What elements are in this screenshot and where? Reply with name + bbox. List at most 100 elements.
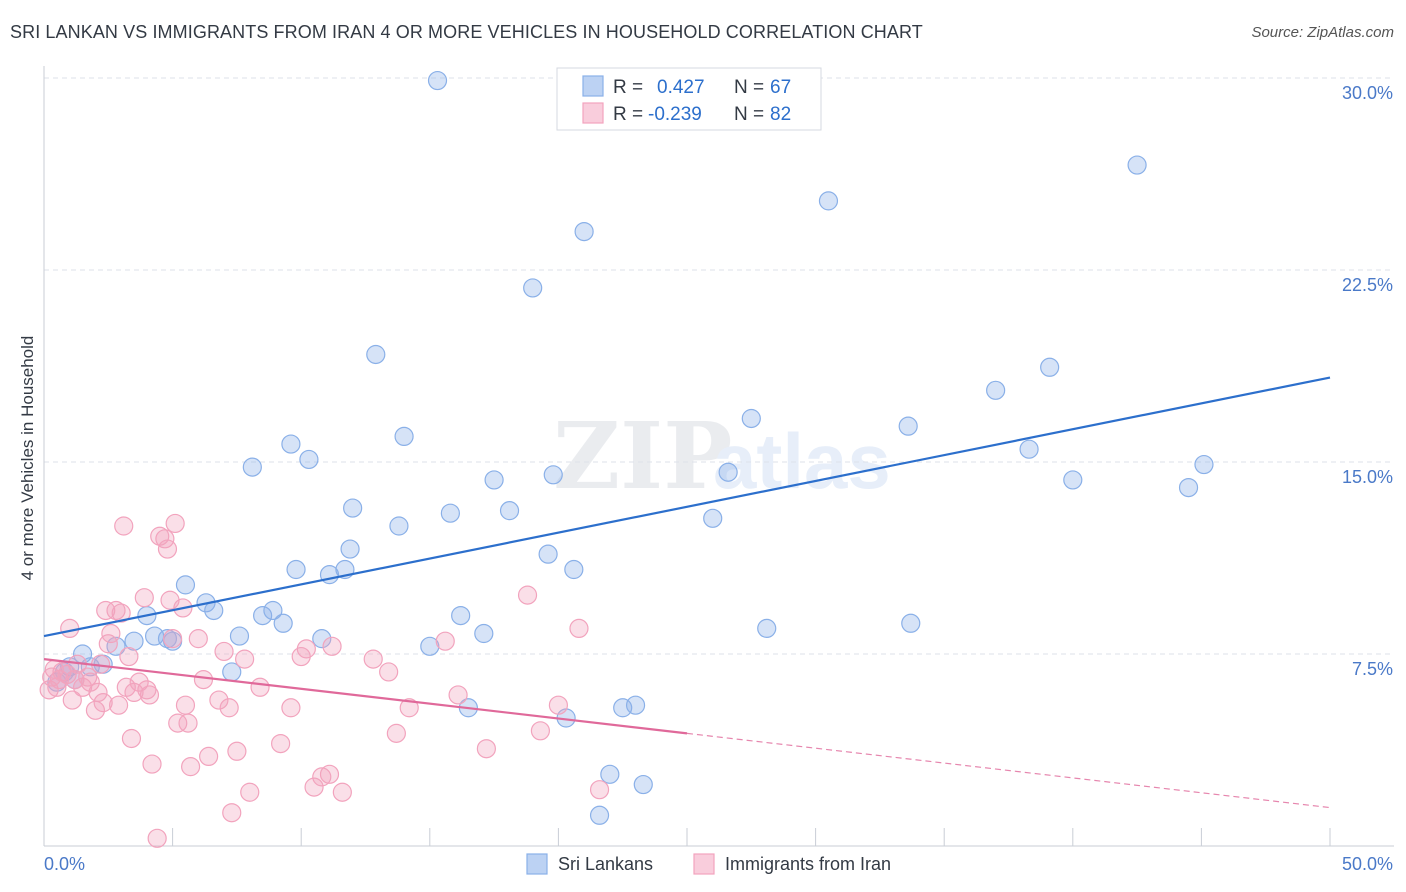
legend-swatch-sri-lankans bbox=[526, 853, 548, 875]
point-iran bbox=[332, 782, 352, 802]
stats-swatch-sri-lankans bbox=[582, 75, 604, 97]
point-iran bbox=[222, 803, 242, 823]
stats-r-label-2: R = bbox=[613, 104, 643, 125]
point-sri-lankans bbox=[273, 613, 293, 633]
stats-n-label-1: N = bbox=[734, 77, 764, 98]
point-sri-lankans bbox=[124, 631, 144, 651]
legend-swatch-iran bbox=[693, 853, 715, 875]
point-iran bbox=[165, 513, 185, 534]
point-iran bbox=[101, 623, 121, 644]
point-iran bbox=[178, 713, 198, 733]
trend-line-iran bbox=[43, 658, 688, 735]
point-iran bbox=[363, 649, 383, 669]
point-iran bbox=[42, 667, 62, 687]
point-iran bbox=[476, 739, 496, 759]
point-iran bbox=[199, 746, 219, 767]
stats-n-label-2: N = bbox=[734, 104, 764, 125]
point-iran bbox=[119, 646, 139, 667]
point-sri-lankans bbox=[440, 503, 460, 523]
point-iran bbox=[139, 685, 160, 705]
point-sri-lankans bbox=[600, 764, 620, 784]
trend-line-iran-extension bbox=[686, 732, 1331, 809]
point-sri-lankans bbox=[625, 695, 646, 715]
stats-legend: R = 0.427 N = 67 R = -0.239 N = 82 bbox=[556, 67, 822, 131]
point-sri-lankans bbox=[281, 434, 301, 454]
point-iran bbox=[47, 677, 67, 697]
point-sri-lankans bbox=[543, 465, 563, 485]
point-sri-lankans bbox=[451, 605, 471, 626]
trend-line-sri-lankans bbox=[43, 376, 1331, 638]
point-iran bbox=[111, 603, 131, 623]
x-tick-label-max: 50.0% bbox=[1342, 854, 1393, 874]
point-iran bbox=[399, 698, 419, 718]
point-sri-lankans bbox=[427, 70, 448, 91]
y-tick-label: 22.5% bbox=[1342, 275, 1393, 295]
point-sri-lankans bbox=[389, 516, 409, 536]
point-iran bbox=[589, 780, 610, 800]
point-iran bbox=[168, 713, 188, 733]
point-iran bbox=[96, 600, 116, 621]
point-sri-lankans bbox=[898, 416, 918, 436]
point-sri-lankans bbox=[343, 498, 363, 518]
point-sri-lankans bbox=[986, 380, 1006, 400]
point-sri-lankans bbox=[484, 470, 504, 490]
point-iran bbox=[435, 631, 455, 651]
point-iran bbox=[93, 693, 113, 713]
point-sri-lankans bbox=[312, 629, 332, 649]
point-iran bbox=[227, 741, 247, 761]
point-sri-lankans bbox=[818, 191, 839, 211]
watermark-zip: ZIP bbox=[553, 402, 732, 510]
point-sri-lankans bbox=[366, 344, 386, 365]
point-sri-lankans bbox=[703, 508, 723, 528]
point-iran bbox=[142, 754, 162, 774]
stats-r-value-2: -0.239 bbox=[648, 104, 702, 125]
point-iran bbox=[379, 662, 399, 682]
point-iran bbox=[448, 685, 468, 705]
stats-n-value-2: 82 bbox=[770, 104, 791, 125]
y-tick-label: 30.0% bbox=[1342, 83, 1393, 103]
point-sri-lankans bbox=[1127, 155, 1147, 175]
point-iran bbox=[129, 672, 149, 692]
point-iran bbox=[569, 618, 589, 639]
point-iran bbox=[250, 677, 270, 697]
point-iran bbox=[281, 698, 301, 718]
data-points bbox=[39, 70, 1214, 848]
point-iran bbox=[62, 690, 82, 710]
trend-lines bbox=[43, 376, 1331, 809]
point-iran bbox=[530, 721, 550, 741]
watermark-atlas: atlas bbox=[713, 417, 891, 505]
point-sri-lankans bbox=[253, 605, 273, 626]
point-sri-lankans bbox=[1194, 454, 1214, 475]
point-iran bbox=[137, 680, 157, 700]
point-iran bbox=[121, 728, 142, 749]
point-sri-lankans bbox=[574, 222, 594, 242]
point-iran bbox=[312, 767, 332, 787]
point-iran bbox=[188, 629, 208, 649]
point-sri-lankans bbox=[499, 501, 520, 521]
point-iran bbox=[209, 690, 229, 710]
point-iran bbox=[78, 667, 98, 687]
point-sri-lankans bbox=[538, 544, 558, 564]
point-iran bbox=[163, 629, 183, 649]
series-legend: Sri Lankans Immigrants from Iran bbox=[526, 853, 891, 875]
point-sri-lankans bbox=[1040, 357, 1060, 377]
y-tick-label: 7.5% bbox=[1352, 659, 1393, 679]
point-iran bbox=[517, 585, 538, 605]
watermark: ZIP atlas bbox=[553, 402, 891, 510]
legend-label-sri-lankans: Sri Lankans bbox=[558, 854, 653, 874]
x-tick-label-min: 0.0% bbox=[44, 854, 85, 874]
grid-lines bbox=[44, 77, 1394, 655]
point-sri-lankans bbox=[1019, 439, 1039, 459]
point-iran bbox=[386, 723, 406, 743]
stats-r-label-1: R = bbox=[613, 77, 643, 98]
point-iran bbox=[60, 618, 80, 639]
point-iran bbox=[181, 757, 201, 777]
point-iran bbox=[157, 539, 178, 559]
point-iran bbox=[304, 777, 324, 797]
point-sri-lankans bbox=[589, 805, 610, 825]
point-sri-lankans bbox=[175, 575, 196, 595]
point-sri-lankans bbox=[633, 774, 653, 795]
point-iran bbox=[114, 516, 134, 536]
tick-labels: 7.5% 15.0% 22.5% 30.0% 0.0% 50.0% bbox=[44, 83, 1393, 874]
point-iran bbox=[319, 764, 340, 784]
